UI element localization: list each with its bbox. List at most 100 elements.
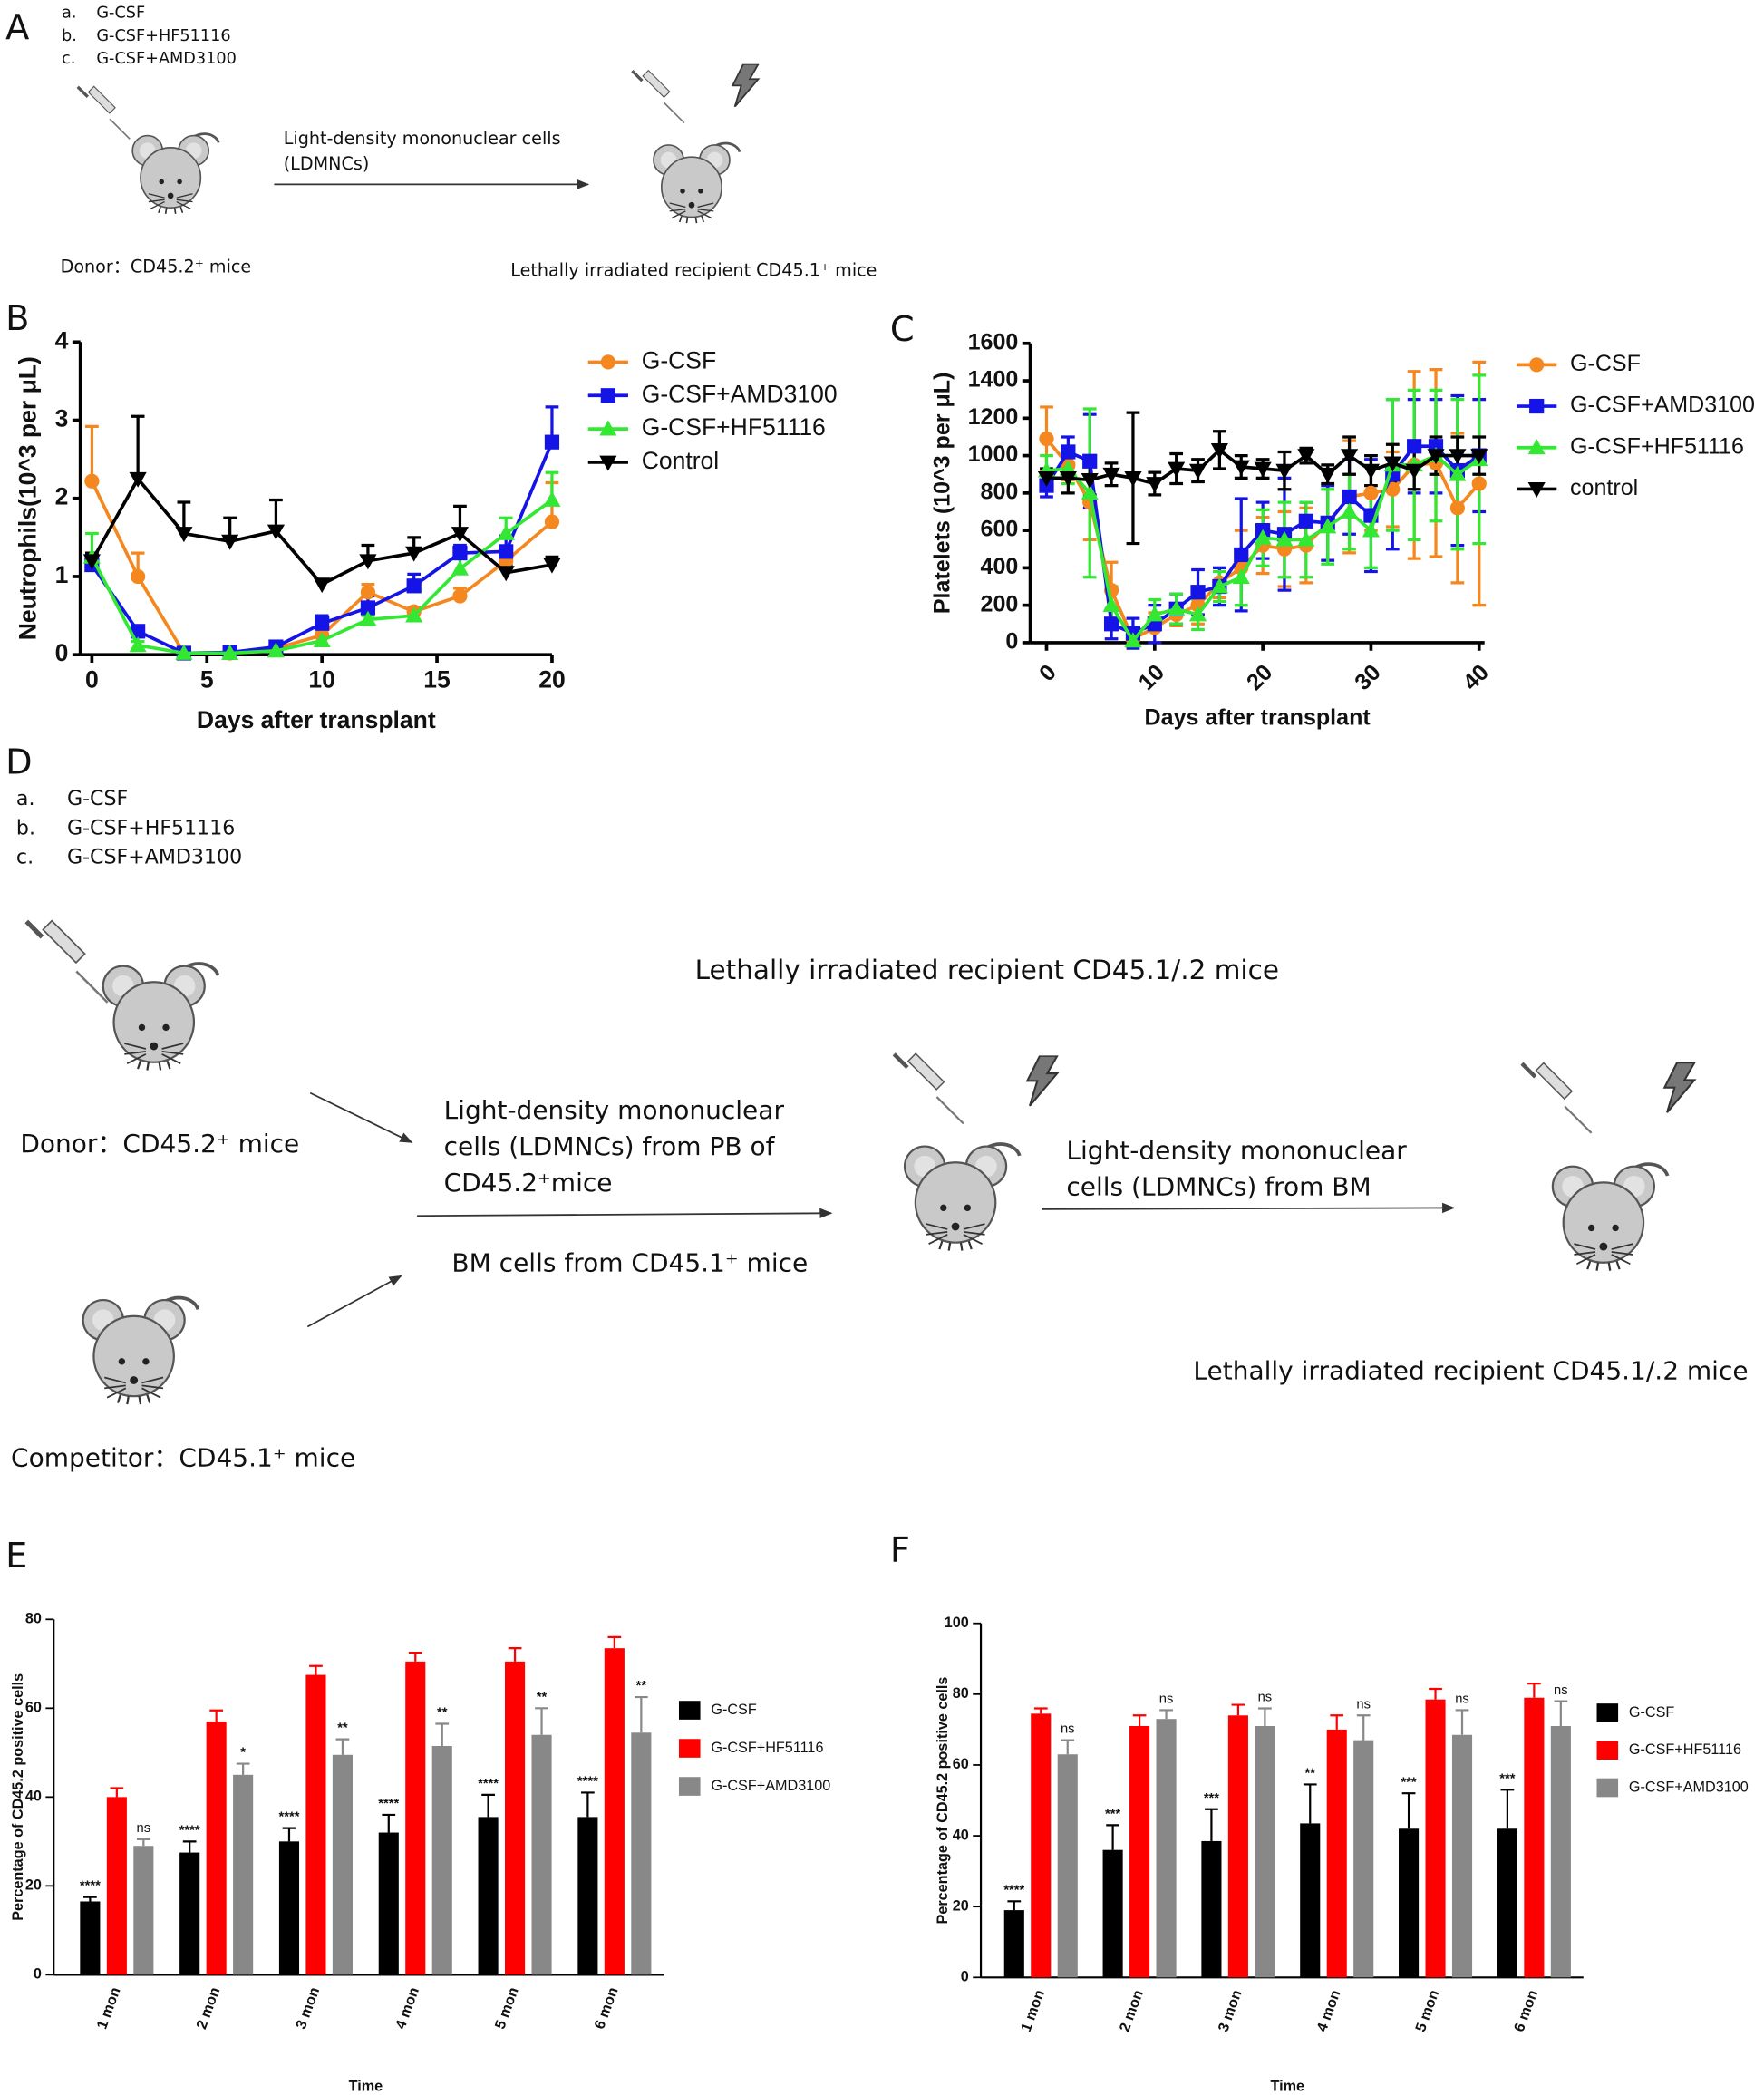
significance-label: *** [1499,1771,1515,1786]
marker [1342,489,1357,505]
legend-marker [1529,398,1545,414]
marker [1363,485,1379,500]
error-bar [85,424,99,481]
marker [497,524,515,540]
marker [1471,476,1487,491]
x-tick-label: 3 mon [293,1985,323,2032]
marker [1234,547,1249,563]
bar [405,1661,426,1975]
bar [1201,1840,1222,1978]
error-bar [1277,500,1292,579]
legend-swatch [1596,1778,1619,1798]
bar [179,1852,200,1975]
marker [1427,449,1445,465]
marker [1407,439,1422,454]
legend-marker [600,388,615,403]
x-tick-label: 1 mon [93,1985,123,2032]
marker [1039,431,1054,447]
significance-label: **** [478,1777,499,1791]
error-bar [1205,1808,1218,1841]
error-bar [1277,450,1292,491]
radiation-icon [732,63,760,107]
error-bar [236,1762,250,1775]
marker [405,546,423,562]
syringe [76,84,131,141]
marker [1188,463,1207,480]
error-bar [1342,435,1356,476]
error-bar [1429,388,1443,523]
bar [1129,1725,1150,1978]
error-bar [1385,398,1400,532]
significance-label: *** [1105,1807,1120,1821]
legend-label: G-CSF+AMD3100 [642,380,838,407]
error-bar [581,1791,595,1818]
list-letter: c. [16,846,34,869]
x-tick-label: 5 mon [492,1985,522,2032]
marker [1059,470,1077,487]
y-tick-label: 100 [945,1615,969,1631]
marker [221,534,239,550]
legend-swatch [678,1777,701,1796]
error-bar [1527,1683,1541,1698]
marker [1081,484,1099,500]
bar [1550,1725,1571,1978]
x-axis-label: Days after transplant [1145,705,1371,731]
syringe [894,1053,964,1123]
panel-label: D [5,742,33,783]
legend-label: G-CSF [642,346,717,373]
marker [1340,502,1359,519]
bar [1451,1734,1473,1978]
y-axis-label: Percentage of CD45.2 positive cells [10,1673,26,1921]
error-bar [131,414,145,480]
error-bar [83,1896,97,1902]
error-bar [435,1722,450,1746]
syringe [26,921,107,1003]
error-bar [1364,453,1378,488]
marker [452,588,468,604]
significance-label: **** [279,1810,300,1825]
y-tick-label: 80 [953,1685,969,1702]
x-tick-label: 10 [1134,660,1170,696]
list-letter: a. [62,5,76,23]
legend-marker [600,354,615,370]
competitor-label: Competitor：CD45.1⁺ mice [11,1442,355,1472]
bar [1300,1823,1321,1978]
marker [360,600,376,616]
legend-swatch [678,1701,701,1720]
error-bar [1258,1707,1272,1726]
error-bar [1007,1900,1022,1911]
error-bar [1040,405,1053,472]
arrow [306,1275,402,1328]
legend-swatch [1596,1741,1619,1760]
y-tick-label: 1200 [968,404,1019,430]
marker [544,434,560,450]
radiation-icon [1026,1055,1059,1107]
error-bar [209,1709,224,1722]
marker [360,585,376,600]
error-bar [182,1840,197,1853]
mouse [131,132,220,216]
y-tick-label: 1 [55,561,69,588]
marker [313,577,331,594]
legend-label: G-CSF+HF51116 [1570,433,1744,459]
bar [478,1817,499,1975]
bar [431,1745,452,1975]
list-item: G-CSF+HF51116 [67,816,235,839]
bm-label: BM cells from CD45.1⁺ mice [451,1247,808,1277]
y-tick-label: 0 [961,1969,969,1985]
marker [1103,616,1119,632]
significance-label: ns [1061,1722,1075,1737]
marker [1297,449,1315,465]
legend-marker [1527,439,1546,455]
marker [221,644,239,660]
significance-label: ** [636,1679,647,1693]
legend-marker [599,420,617,436]
list-item: G-CSF [96,5,145,23]
marker [1362,521,1381,538]
marker [359,554,377,570]
bar [1255,1725,1275,1978]
bar [1031,1713,1052,1978]
error-bar [1061,1739,1075,1755]
